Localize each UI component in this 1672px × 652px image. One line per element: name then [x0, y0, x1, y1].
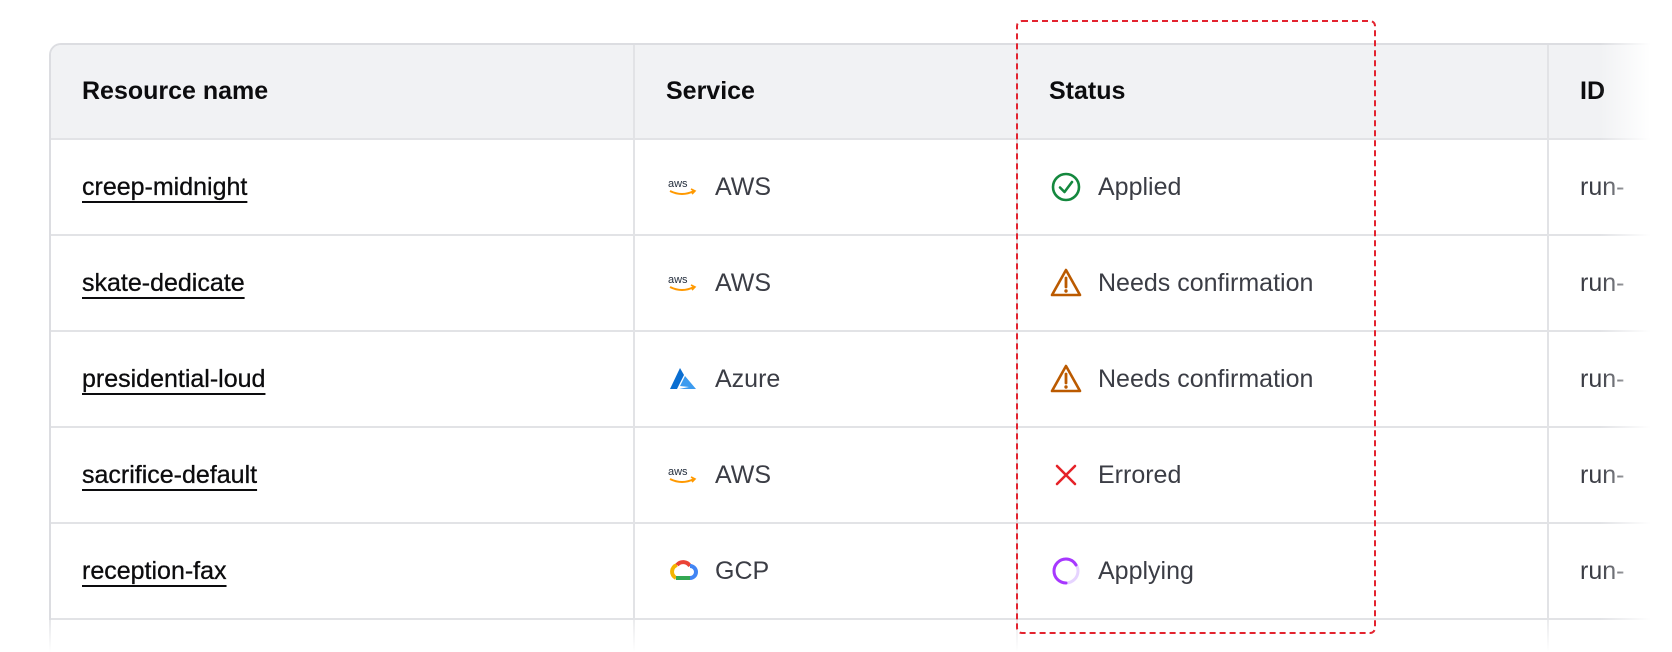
- aws-logo-icon: aws: [666, 458, 700, 492]
- column-header-status[interactable]: Status: [1018, 45, 1549, 138]
- resource-name-cell: creep-midnight: [51, 140, 635, 234]
- azure-logo-icon: [666, 362, 700, 396]
- service-label: AWS: [715, 460, 772, 489]
- status-label: Applied: [1098, 172, 1182, 201]
- service-cell: aws AWS: [635, 140, 1018, 234]
- service-cell: aws AWS: [635, 236, 1018, 330]
- spinner-icon: [1049, 554, 1083, 588]
- resources-table: Resource name Service Status ID creep-mi…: [49, 43, 1672, 652]
- service-label: Azure: [715, 364, 781, 393]
- gcp-logo-icon: [666, 554, 700, 588]
- status-label: Errored: [1098, 460, 1182, 489]
- status-cell: Errored: [1018, 428, 1549, 522]
- service-label: AWS: [715, 268, 772, 297]
- scroll-fade: [1600, 43, 1672, 652]
- resource-name-link[interactable]: creep-midnight: [82, 172, 248, 201]
- service-label: GCP: [715, 556, 770, 585]
- status-cell: Applying: [1018, 524, 1549, 618]
- service-label: AWS: [715, 172, 772, 201]
- resource-name-cell: sacrifice-default: [51, 428, 635, 522]
- resource-name-link[interactable]: presidential-loud: [82, 364, 266, 393]
- status-cell: Needs confirmation: [1018, 332, 1549, 426]
- service-cell: Azure: [635, 332, 1018, 426]
- table-row: presidential-loud Azure Needs confirmati…: [51, 332, 1672, 428]
- resource-name-cell: reception-fax: [51, 524, 635, 618]
- aws-logo-icon: aws: [666, 266, 700, 300]
- resource-name-link[interactable]: sacrifice-default: [82, 460, 258, 489]
- resource-name-cell: skate-dedicate: [51, 236, 635, 330]
- warning-triangle-icon: [1049, 266, 1083, 300]
- bottom-fade: [0, 620, 1672, 652]
- resource-name-link[interactable]: reception-fax: [82, 556, 227, 585]
- x-mark-icon: [1049, 458, 1083, 492]
- check-circle-icon: [1049, 170, 1083, 204]
- table-header: Resource name Service Status ID: [51, 45, 1672, 140]
- resource-name-link[interactable]: skate-dedicate: [82, 268, 245, 297]
- warning-triangle-icon: [1049, 362, 1083, 396]
- table-row: reception-fax GCP Applying run-: [51, 524, 1672, 620]
- status-cell: Needs confirmation: [1018, 236, 1549, 330]
- status-label: Needs confirmation: [1098, 268, 1314, 297]
- status-label: Needs confirmation: [1098, 364, 1314, 393]
- column-header-resource-name[interactable]: Resource name: [51, 45, 635, 138]
- table-row: skate-dedicate aws AWS Needs confirmation…: [51, 236, 1672, 332]
- svg-text:aws: aws: [668, 466, 688, 478]
- aws-logo-icon: aws: [666, 170, 700, 204]
- status-cell: Applied: [1018, 140, 1549, 234]
- service-cell: aws AWS: [635, 428, 1018, 522]
- svg-text:aws: aws: [668, 178, 688, 190]
- status-label: Applying: [1098, 556, 1194, 585]
- resource-name-cell: presidential-loud: [51, 332, 635, 426]
- service-cell: GCP: [635, 524, 1018, 618]
- svg-text:aws: aws: [668, 274, 688, 286]
- column-header-service[interactable]: Service: [635, 45, 1018, 138]
